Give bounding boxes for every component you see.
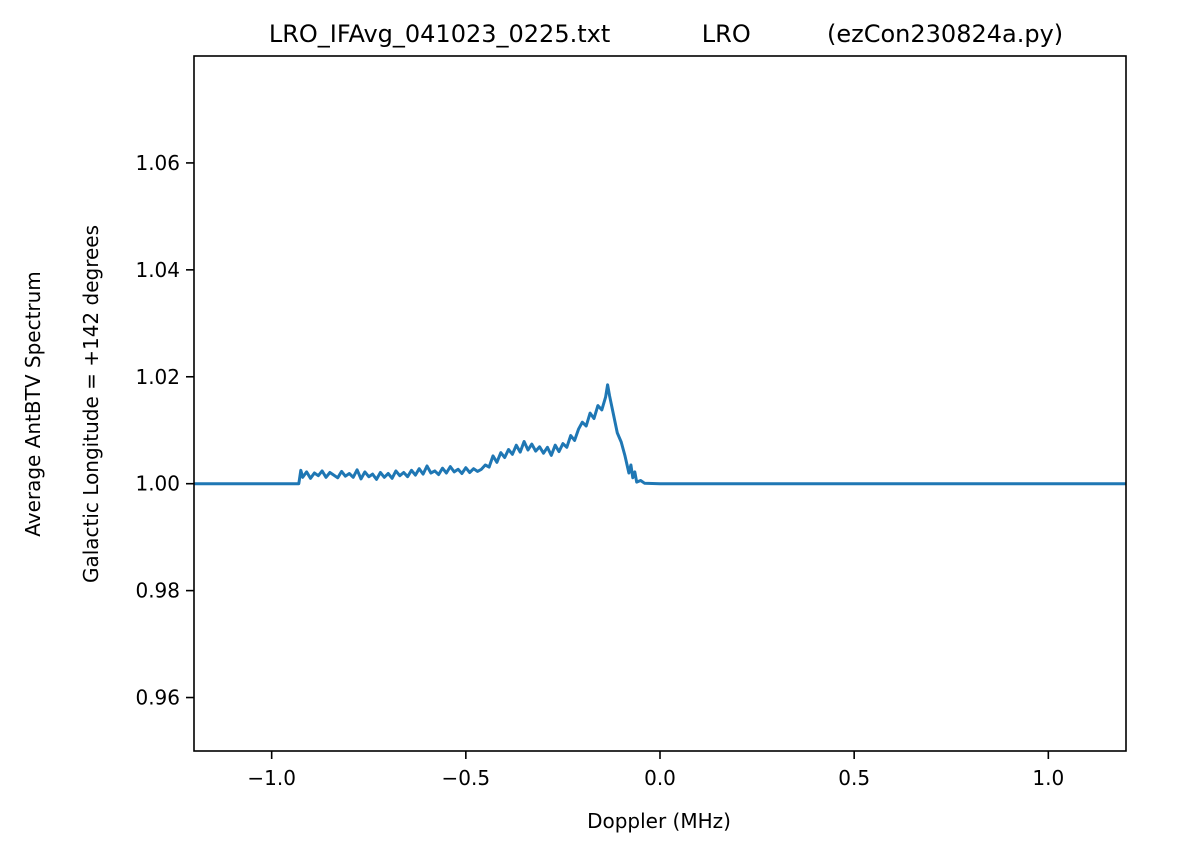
chart-title: LRO_IFAvg_041023_0225.txt LRO (ezCon2308…: [269, 20, 1063, 48]
x-axis-label: Doppler (MHz): [587, 809, 731, 833]
y-tick-label: 1.04: [135, 258, 180, 282]
plot-area: [194, 383, 1126, 486]
x-tick-label: −0.5: [442, 766, 491, 790]
x-axis: −1.0 −0.5 0.0 0.5 1.0: [247, 751, 1064, 790]
y-axis-label-inner: Galactic Longitude = +142 degrees: [79, 225, 103, 583]
x-tick-label: 1.0: [1032, 766, 1064, 790]
y-tick-label: 1.02: [135, 365, 180, 389]
x-tick-label: 0.0: [644, 766, 676, 790]
y-tick-label: 1.00: [135, 472, 180, 496]
y-tick-label: 0.96: [135, 686, 180, 710]
y-axis-label-outer: Average AntBTV Spectrum: [21, 271, 45, 537]
y-tick-label: 0.98: [135, 579, 180, 603]
x-tick-label: −1.0: [247, 766, 296, 790]
y-tick-label: 1.06: [135, 151, 180, 175]
y-axis: 0.96 0.98 1.00 1.02 1.04 1.06: [135, 151, 194, 710]
x-tick-label: 0.5: [838, 766, 870, 790]
series-line: [194, 383, 1126, 486]
